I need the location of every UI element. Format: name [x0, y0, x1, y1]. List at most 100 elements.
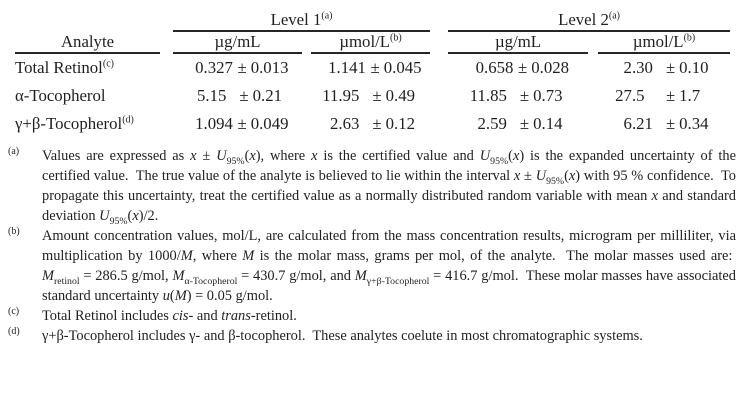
value-integer: 2: [623, 58, 632, 77]
level-1-header: Level 1(a): [173, 10, 431, 32]
uncertainty-value: 0.028: [531, 58, 570, 77]
footnote-marker: (d): [8, 326, 20, 338]
value-fraction: .95: [338, 86, 360, 105]
analyte-column-label: Analyte: [60, 31, 115, 51]
ugml-level2-column-header: µg/mL: [448, 31, 589, 54]
column-gap: [160, 110, 173, 138]
document-page: Level 1(a) Level 2(a) Analyte µg/mL µmol…: [0, 10, 743, 402]
analyte-column-header: Analyte: [15, 31, 160, 54]
plus-minus-sign: ±: [665, 86, 676, 105]
measurement-cell: 6.21 ±0.34: [598, 110, 730, 138]
uncertainty-value: 0.045: [383, 58, 422, 77]
value-integer: 5: [197, 86, 206, 105]
value-fraction: .30: [631, 58, 653, 77]
column-gap: [430, 53, 448, 82]
umoll-level2-column-header: µmol/L(b): [598, 31, 731, 54]
analyte-name: α-Tocopherol: [15, 86, 106, 105]
ugml-level1-label: µg/mL: [214, 32, 261, 51]
footnote-marker: (a): [8, 146, 20, 158]
value-fraction: .63: [338, 114, 360, 133]
column-header-row: Analyte µg/mL µmol/L(b) µg/mL µmol/L(b): [15, 31, 731, 54]
measurement-cell: 5.15 ±0.21: [173, 82, 302, 110]
column-gap: [160, 82, 173, 110]
value-fraction: .658: [484, 58, 514, 77]
column-gap: [430, 82, 448, 110]
plus-minus-sign: ±: [237, 114, 247, 133]
column-gap: [302, 53, 311, 82]
plus-minus-sign: ±: [237, 58, 247, 77]
footnote-ref: (d): [122, 114, 134, 126]
value-fraction: .21: [631, 114, 653, 133]
footnote-text: Amount concentration values, mol/L, are …: [42, 228, 737, 304]
analyte-name: Total Retinol(c): [15, 58, 114, 77]
footnote: (d) γ+β-Tocopherol includes γ- and β-toco…: [8, 326, 736, 346]
umoll-level1-column-header: µmol/L(b): [311, 31, 431, 54]
ugml-level2-label: µg/mL: [495, 32, 542, 51]
plus-minus-sign: ±: [372, 114, 382, 133]
column-gap: [160, 31, 173, 53]
plus-minus-sign: ±: [372, 86, 382, 105]
column-gap: [160, 53, 173, 82]
uncertainty-value: 0.10: [679, 58, 709, 77]
plus-minus-sign: ±: [519, 114, 530, 133]
column-gap: [430, 31, 448, 53]
measurement-cell: 0.658 ±0.028: [448, 53, 588, 82]
footnote: (c) Total Retinol includes cis- and trans…: [8, 306, 736, 326]
value-integer: 2: [330, 114, 339, 133]
footnote-ref-b: (b): [390, 32, 402, 44]
level-1-label: Level 1: [270, 10, 322, 29]
plus-minus-sign: ±: [519, 86, 530, 105]
column-gap: [588, 82, 598, 110]
spacer-cell: [15, 10, 173, 31]
level-2-header: Level 2(a): [448, 10, 731, 32]
spacer-cell: [430, 10, 448, 31]
umoll-level2-label: µmol/L: [632, 32, 684, 51]
uncertainty-value: 1.7: [679, 86, 701, 105]
ugml-level1-column-header: µg/mL: [173, 31, 302, 54]
column-gap: [588, 31, 598, 53]
footnote-ref: (c): [102, 58, 114, 70]
value-integer: 6: [623, 114, 632, 133]
table-row: α-Tocopherol 5.15 ±0.21 11.95 ±0.49 11.85 ±0.7…: [15, 82, 730, 110]
analyte-name: γ+β-Tocopherol(d): [15, 114, 134, 133]
footnote-ref-a: (a): [608, 10, 620, 22]
certified-table-body: Total Retinol(c) 0.327 ±0.013 1.141 ±0.045 0.…: [15, 53, 730, 138]
uncertainty-value: 0.21: [252, 86, 282, 105]
table-row: γ+β-Tocopherol(d) 1.094 ±0.049 2.63 ±0.12 2.5…: [15, 110, 730, 138]
value-integer: 2: [477, 114, 486, 133]
value-integer: 11: [469, 86, 486, 105]
plus-minus-sign: ±: [239, 86, 249, 105]
measurement-cell: 2.63 ±0.12: [311, 110, 430, 138]
footnotes: (a) Values are expressed as x ± U95%(x), …: [0, 146, 743, 346]
footnote: (a) Values are expressed as x ± U95%(x), …: [8, 146, 737, 227]
column-gap: [302, 31, 311, 53]
footnote-marker: (b): [8, 226, 20, 238]
uncertainty-value: 0.12: [385, 114, 415, 133]
value-integer: 1: [195, 114, 204, 133]
measurement-cell: 1.141 ±0.045: [311, 53, 430, 82]
value-integer: 1: [328, 58, 337, 77]
footnote-text: Values are expressed as x ± U95%(x), whe…: [42, 148, 737, 227]
column-gap: [588, 53, 598, 82]
table-row: Total Retinol(c) 0.327 ±0.013 1.141 ±0.045 0.…: [15, 53, 730, 82]
value-fraction: .5: [631, 86, 645, 105]
measurement-cell: 2.59 ±0.14: [448, 110, 588, 138]
plus-minus-sign: ±: [665, 114, 676, 133]
measurement-cell: 2.30 ±0.10: [598, 53, 730, 82]
plus-minus-sign: ±: [665, 58, 676, 77]
footnote: (b) Amount concentration values, mol/L, a…: [8, 226, 736, 306]
measurement-cell: 0.327 ±0.013: [173, 53, 302, 82]
value-integer: 27: [615, 86, 632, 105]
value-fraction: .094: [203, 114, 233, 133]
value-integer: 11: [322, 86, 339, 105]
footnote-text: Total Retinol includes cis- and trans-re…: [42, 308, 297, 324]
footnote-ref-b: (b): [683, 32, 696, 44]
footnote-text: γ+β-Tocopherol includes γ- and β-tocophe…: [42, 328, 643, 344]
column-gap: [302, 82, 311, 110]
column-gap: [588, 110, 598, 138]
uncertainty-value: 0.14: [533, 114, 563, 133]
value-fraction: .141: [336, 58, 366, 77]
uncertainty-value: 0.73: [533, 86, 563, 105]
value-integer: 0: [475, 58, 485, 77]
level-header-row: Level 1(a) Level 2(a): [15, 10, 731, 32]
